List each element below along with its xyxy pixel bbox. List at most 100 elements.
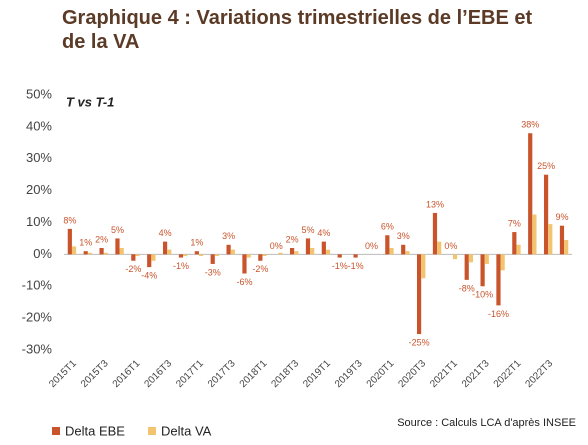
bar <box>119 248 124 255</box>
bar <box>421 254 426 279</box>
bar <box>258 254 263 261</box>
value-label: -2% <box>125 264 141 274</box>
value-label: 0% <box>444 241 457 251</box>
value-label: 6% <box>381 222 394 232</box>
bar <box>437 241 442 255</box>
bar <box>162 241 168 255</box>
value-label: 13% <box>426 199 444 209</box>
value-label: 0% <box>365 241 378 251</box>
bar <box>337 254 342 258</box>
value-label: 38% <box>521 120 539 130</box>
bar <box>484 254 489 264</box>
bar <box>83 251 88 255</box>
legend-swatch <box>148 427 156 435</box>
value-label: 2% <box>95 234 108 244</box>
value-label: -1% <box>173 261 189 271</box>
bar <box>532 214 537 255</box>
legend-label: Delta VA <box>161 423 212 438</box>
bar <box>214 254 220 256</box>
bar <box>167 249 172 255</box>
legend-label: Delta EBE <box>65 423 125 438</box>
bar <box>99 248 104 255</box>
bar <box>512 232 517 255</box>
value-label: 0% <box>270 241 283 251</box>
bar <box>480 254 485 287</box>
bar <box>262 254 267 256</box>
bar <box>564 240 569 255</box>
bar <box>452 254 458 260</box>
bar <box>543 174 549 255</box>
bar <box>103 252 108 255</box>
bar <box>242 254 247 274</box>
chart-subtitle: T vs T-1 <box>66 94 114 109</box>
value-label: 1% <box>190 238 203 248</box>
x-tick-label: 2017T3 <box>206 358 238 390</box>
y-tick-label: 0% <box>33 246 52 261</box>
x-tick-label: 2022T1 <box>492 358 524 390</box>
value-label: 25% <box>537 161 555 171</box>
value-label: -16% <box>488 309 509 319</box>
y-tick-label: 30% <box>26 150 52 165</box>
value-label: -8% <box>459 283 475 293</box>
bar <box>294 251 299 255</box>
x-tick-label: 2021T3 <box>460 358 492 390</box>
bar <box>305 238 311 255</box>
value-label: 3% <box>397 231 410 241</box>
value-label: 4% <box>317 228 330 238</box>
x-tick-label: 2019T1 <box>301 358 333 390</box>
bar <box>321 241 326 255</box>
y-tick-label: 40% <box>26 118 52 133</box>
x-tick-label: 2019T3 <box>333 358 365 390</box>
bar <box>401 244 406 255</box>
bar <box>183 254 188 256</box>
bar <box>67 228 72 255</box>
value-label: -4% <box>141 271 157 281</box>
bar <box>548 224 553 255</box>
value-label: 8% <box>63 215 76 225</box>
x-tick-label: 2018T1 <box>238 358 270 390</box>
y-tick-label: 20% <box>26 182 52 197</box>
value-label: -1% <box>332 261 348 271</box>
bar <box>226 244 231 255</box>
bar <box>416 254 422 335</box>
bar <box>389 248 394 255</box>
bar <box>135 254 140 256</box>
value-label: 4% <box>159 228 172 238</box>
bar <box>528 133 533 255</box>
bar <box>310 248 315 255</box>
y-tick-label: 10% <box>26 214 52 229</box>
value-label: 1% <box>79 238 92 248</box>
value-label: -6% <box>237 277 253 287</box>
bar <box>289 248 295 255</box>
value-label: 5% <box>111 225 124 235</box>
bar <box>87 252 93 255</box>
value-label: -10% <box>472 290 493 300</box>
x-tick-label: 2020T1 <box>365 358 397 390</box>
bar <box>353 254 358 258</box>
value-label: 2% <box>286 234 299 244</box>
value-label: 3% <box>222 231 235 241</box>
x-tick-label: 2020T3 <box>396 358 428 390</box>
bar <box>151 254 156 261</box>
bar <box>115 238 120 255</box>
bar <box>516 244 521 255</box>
bar <box>464 254 469 280</box>
bar <box>71 246 77 255</box>
bar <box>500 254 505 271</box>
bar <box>325 249 331 255</box>
bar <box>385 235 390 255</box>
y-tick-label: 50% <box>26 86 52 101</box>
value-label: -25% <box>409 337 430 347</box>
x-tick-label: 2017T1 <box>174 358 206 390</box>
bar <box>194 251 199 255</box>
bar <box>147 254 152 268</box>
bar <box>468 254 474 263</box>
x-tick-label: 2022T3 <box>523 358 555 390</box>
value-label: 7% <box>508 218 521 228</box>
bar <box>198 254 204 256</box>
x-tick-label: 2016T3 <box>142 358 174 390</box>
bar <box>131 254 136 261</box>
chart-title: Graphique 4 : Variations trimestrielles … <box>62 7 533 53</box>
